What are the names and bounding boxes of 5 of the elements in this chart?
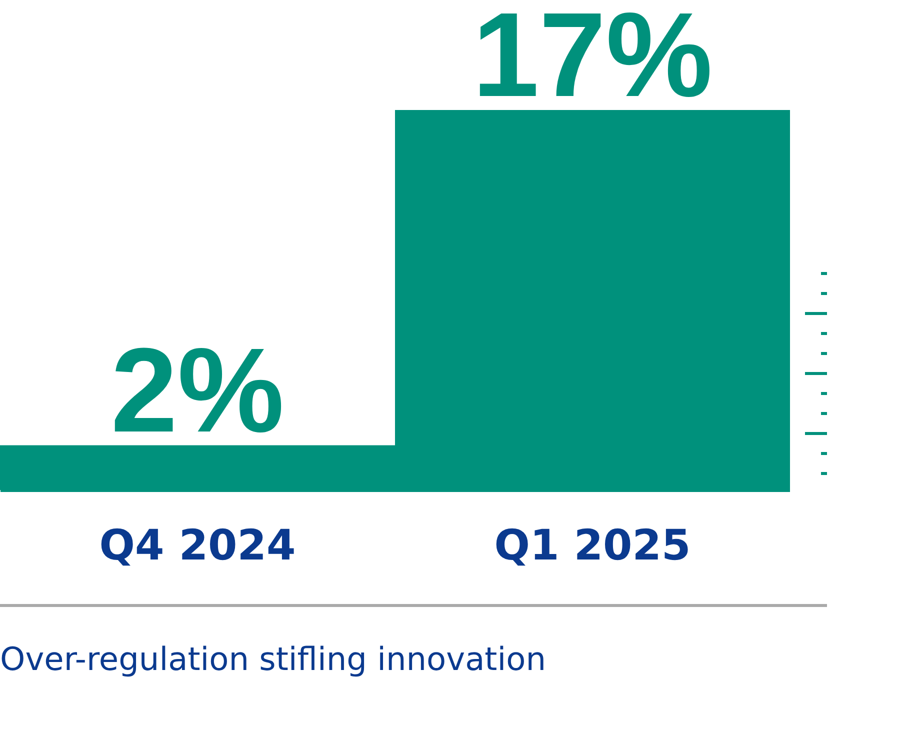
x-tick-label: Q4 2024 [99, 520, 296, 570]
x-tick-label: Q1 2025 [494, 520, 691, 570]
data-label: 2% [110, 323, 284, 458]
data-label: 17% [472, 0, 713, 122]
text: Over-regulation stifling innovation [0, 640, 546, 678]
